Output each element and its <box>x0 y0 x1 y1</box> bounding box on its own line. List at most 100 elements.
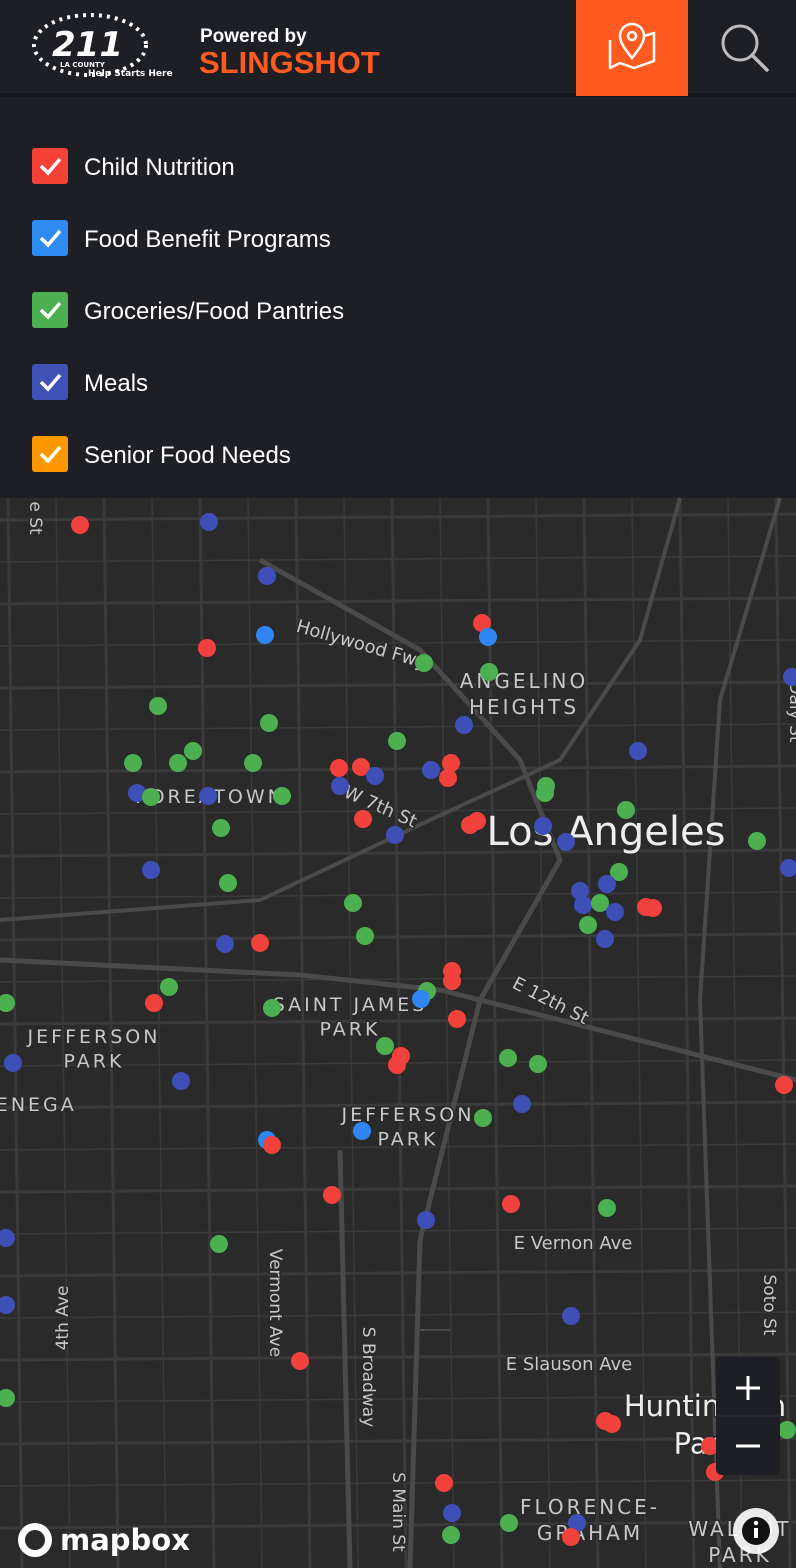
checkbox[interactable] <box>32 292 68 328</box>
marker[interactable] <box>376 1037 394 1055</box>
filter-label[interactable]: Meals <box>84 370 148 397</box>
marker[interactable] <box>291 1352 309 1370</box>
marker[interactable] <box>0 994 15 1012</box>
filter-label[interactable]: Food Benefit Programs <box>84 226 331 253</box>
marker[interactable] <box>435 1474 453 1492</box>
marker[interactable] <box>473 614 491 632</box>
marker[interactable] <box>145 994 163 1012</box>
marker[interactable] <box>500 1514 518 1532</box>
marker[interactable] <box>200 513 218 531</box>
marker[interactable] <box>386 826 404 844</box>
marker[interactable] <box>783 668 796 686</box>
marker[interactable] <box>273 787 291 805</box>
marker[interactable] <box>644 899 662 917</box>
marker[interactable] <box>529 1055 547 1073</box>
zoom-in[interactable] <box>736 1376 760 1400</box>
marker[interactable] <box>263 1136 281 1154</box>
marker[interactable] <box>0 1389 15 1407</box>
filter-label[interactable]: Groceries/Food Pantries <box>84 298 344 325</box>
marker[interactable] <box>212 819 230 837</box>
marker[interactable] <box>263 999 281 1017</box>
marker[interactable] <box>388 732 406 750</box>
marker[interactable] <box>610 863 628 881</box>
mapbox-attribution[interactable]: mapbox <box>60 1523 190 1557</box>
marker[interactable] <box>422 761 440 779</box>
marker[interactable] <box>0 1296 15 1314</box>
marker[interactable] <box>502 1195 520 1213</box>
marker[interactable] <box>219 874 237 892</box>
marker[interactable] <box>598 875 616 893</box>
marker[interactable] <box>184 742 202 760</box>
search-button[interactable] <box>721 24 769 72</box>
marker[interactable] <box>536 784 554 802</box>
marker[interactable] <box>562 1307 580 1325</box>
marker[interactable] <box>568 1514 586 1532</box>
marker[interactable] <box>244 754 262 772</box>
marker[interactable] <box>210 1235 228 1253</box>
marker[interactable] <box>71 516 89 534</box>
marker[interactable] <box>388 1056 406 1074</box>
marker[interactable] <box>606 903 624 921</box>
marker[interactable] <box>596 930 614 948</box>
marker[interactable] <box>442 754 460 772</box>
marker[interactable] <box>534 817 552 835</box>
marker[interactable] <box>780 859 796 877</box>
marker[interactable] <box>629 742 647 760</box>
filter-label[interactable]: Senior Food Needs <box>84 442 291 469</box>
marker[interactable] <box>323 1186 341 1204</box>
marker[interactable] <box>160 978 178 996</box>
info-button[interactable] <box>733 1508 779 1554</box>
marker[interactable] <box>443 972 461 990</box>
checkbox[interactable] <box>32 436 68 472</box>
marker[interactable] <box>256 626 274 644</box>
marker[interactable] <box>443 1504 461 1522</box>
marker[interactable] <box>0 1229 15 1247</box>
marker[interactable] <box>591 894 609 912</box>
marker[interactable] <box>513 1095 531 1113</box>
marker[interactable] <box>598 1199 616 1217</box>
marker[interactable] <box>331 777 349 795</box>
marker[interactable] <box>198 639 216 657</box>
checkbox[interactable] <box>32 148 68 184</box>
marker[interactable] <box>149 697 167 715</box>
marker[interactable] <box>579 916 597 934</box>
marker[interactable] <box>344 894 362 912</box>
marker[interactable] <box>448 1010 466 1028</box>
marker[interactable] <box>354 810 372 828</box>
marker[interactable] <box>260 714 278 732</box>
marker[interactable] <box>352 758 370 776</box>
checkbox[interactable] <box>32 364 68 400</box>
marker[interactable] <box>356 927 374 945</box>
marker[interactable] <box>603 1415 621 1433</box>
marker[interactable] <box>474 1109 492 1127</box>
marker[interactable] <box>353 1122 371 1140</box>
marker[interactable] <box>557 833 575 851</box>
marker[interactable] <box>216 935 234 953</box>
marker[interactable] <box>412 990 430 1008</box>
marker[interactable] <box>366 767 384 785</box>
marker[interactable] <box>617 801 635 819</box>
marker[interactable] <box>574 896 592 914</box>
map-button[interactable] <box>576 0 688 96</box>
filter-label[interactable]: Child Nutrition <box>84 154 235 181</box>
marker[interactable] <box>199 787 217 805</box>
marker[interactable] <box>701 1437 719 1455</box>
marker[interactable] <box>479 628 497 646</box>
marker[interactable] <box>468 812 486 830</box>
marker[interactable] <box>748 832 766 850</box>
marker[interactable] <box>4 1054 22 1072</box>
marker[interactable] <box>442 1526 460 1544</box>
marker[interactable] <box>169 754 187 772</box>
marker[interactable] <box>330 759 348 777</box>
search-icon[interactable] <box>721 24 759 62</box>
marker[interactable] <box>258 567 276 585</box>
marker[interactable] <box>128 784 146 802</box>
marker[interactable] <box>571 882 589 900</box>
marker[interactable] <box>562 1528 580 1546</box>
marker[interactable] <box>499 1049 517 1067</box>
marker[interactable] <box>455 716 473 734</box>
marker[interactable] <box>172 1072 190 1090</box>
marker[interactable] <box>124 754 142 772</box>
marker[interactable] <box>417 1211 435 1229</box>
checkbox[interactable] <box>32 220 68 256</box>
